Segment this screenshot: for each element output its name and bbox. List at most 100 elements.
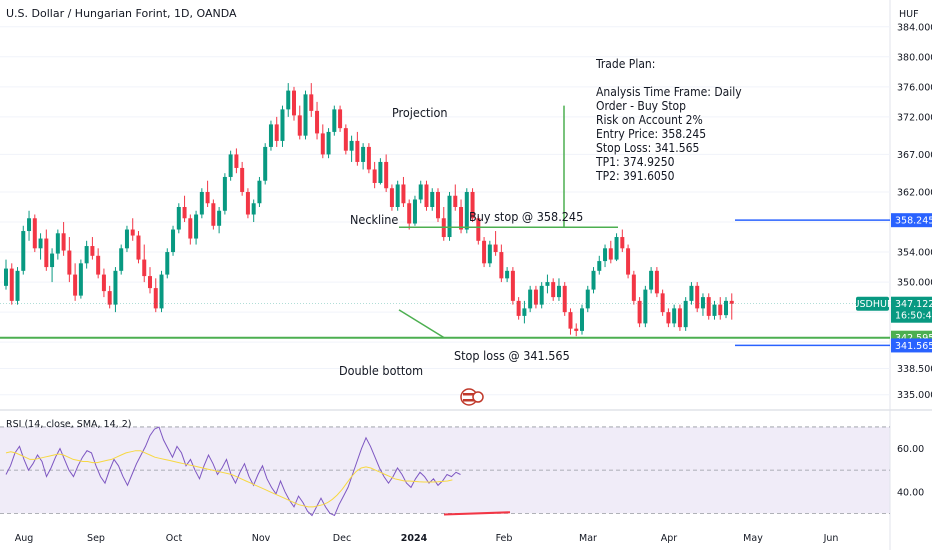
candle-body bbox=[15, 270, 20, 301]
candle-body bbox=[562, 285, 567, 313]
candle-body bbox=[620, 237, 625, 249]
candle-body bbox=[689, 285, 694, 301]
rsi-tick-label: 40.00 bbox=[897, 487, 924, 498]
price-tick-label: 384.000 bbox=[897, 22, 932, 33]
candle-body bbox=[522, 308, 527, 316]
candle-body bbox=[355, 140, 360, 162]
candle-body bbox=[643, 289, 648, 324]
currency-label: HUF bbox=[899, 9, 919, 20]
rsi-bands bbox=[0, 426, 890, 514]
candle-body bbox=[199, 191, 204, 215]
candle-body bbox=[568, 312, 573, 329]
candle-body bbox=[649, 270, 654, 290]
candle-body bbox=[436, 191, 440, 219]
candle-body bbox=[315, 110, 320, 134]
candle-body bbox=[280, 109, 285, 141]
candle-body bbox=[96, 255, 101, 275]
time-tick-label: Dec bbox=[333, 533, 351, 544]
candle-body bbox=[718, 304, 723, 316]
candle-body bbox=[217, 210, 222, 226]
candle-body bbox=[297, 115, 302, 136]
candle-body bbox=[724, 300, 728, 316]
trade-plan-line: TP2: 391.6050 bbox=[595, 169, 675, 183]
candle-body bbox=[389, 188, 394, 207]
candle-body bbox=[654, 270, 659, 294]
candle-body bbox=[729, 300, 734, 304]
candle-body bbox=[90, 246, 95, 256]
candle-body bbox=[4, 268, 8, 286]
symbol-tag bbox=[856, 296, 889, 311]
candle-body bbox=[27, 218, 32, 232]
price-tick-label: 354.000 bbox=[897, 248, 932, 259]
candle-body bbox=[274, 124, 279, 141]
candle-body bbox=[343, 128, 348, 151]
price-tags: USDHUF358.245347.12216:50:40342.595341.5… bbox=[853, 213, 932, 353]
candle-body bbox=[67, 250, 72, 275]
rsi-axis[interactable]: 40.00 60.00 bbox=[897, 444, 924, 498]
candle-body bbox=[378, 161, 383, 183]
candle-body bbox=[482, 240, 487, 264]
candle-body bbox=[574, 328, 579, 331]
projection-label: Projection bbox=[392, 105, 448, 120]
price-tick-label: 362.000 bbox=[897, 187, 932, 198]
neckline-label: Neckline bbox=[350, 212, 398, 227]
candle-body bbox=[493, 244, 498, 253]
candle-body bbox=[476, 218, 481, 241]
candle-body bbox=[113, 270, 118, 305]
candle-body bbox=[55, 233, 60, 254]
candle-body bbox=[614, 237, 619, 260]
candle-body bbox=[510, 270, 515, 301]
candle-body bbox=[470, 191, 475, 219]
trade-plan-line: Order - Buy Stop bbox=[596, 99, 686, 113]
time-tick-label: Jun bbox=[823, 533, 839, 544]
candle-body bbox=[672, 308, 677, 324]
candle-body bbox=[453, 195, 458, 207]
time-axis[interactable]: Aug Sep Oct Nov Dec 2024 Feb Mar Apr May Jun bbox=[15, 533, 839, 544]
price-tick-label: 372.000 bbox=[897, 112, 932, 123]
trade-plan-line: TP1: 374.9250 bbox=[595, 155, 675, 169]
candle-body bbox=[153, 288, 158, 309]
trade-plan-line: Entry Price: 358.245 bbox=[596, 127, 706, 141]
candle-body bbox=[245, 191, 250, 215]
rsi-ma-line bbox=[5, 450, 453, 508]
candle-body bbox=[401, 184, 406, 204]
candle-body bbox=[580, 308, 584, 331]
candle-body bbox=[603, 248, 608, 262]
candle-body bbox=[332, 109, 337, 132]
time-tick-label: Aug bbox=[15, 533, 34, 544]
candle-body bbox=[326, 131, 331, 155]
trade-plan-line: Stop Loss: 341.565 bbox=[596, 141, 699, 155]
candle-body bbox=[50, 253, 55, 268]
price-gridlines bbox=[0, 26, 890, 396]
candle-body bbox=[447, 195, 452, 238]
price-tick-label: 380.000 bbox=[897, 52, 932, 63]
price-tag bbox=[891, 213, 932, 228]
candle-body bbox=[234, 154, 239, 168]
candle-body bbox=[165, 252, 170, 275]
candle-body bbox=[384, 161, 389, 189]
candle-body bbox=[591, 270, 596, 290]
price-tick-label: 350.000 bbox=[897, 278, 932, 289]
rsi-line bbox=[5, 426, 461, 517]
price-tag-countdown: 16:50:40 bbox=[895, 311, 932, 322]
trade-plan: Trade Plan: Analysis Time Frame: Daily O… bbox=[595, 57, 742, 183]
rsi-label: RSI (14, close, SMA, 14, 2) bbox=[6, 419, 131, 430]
candle-body bbox=[228, 154, 233, 177]
candle-body bbox=[251, 203, 256, 215]
candle-body bbox=[626, 248, 631, 275]
candle-body bbox=[176, 207, 181, 230]
candle-body bbox=[545, 282, 550, 286]
candle-body bbox=[533, 289, 538, 305]
time-tick-label: Oct bbox=[166, 533, 183, 544]
candle-body bbox=[268, 124, 273, 147]
candle-body bbox=[263, 146, 268, 181]
candle-body bbox=[395, 184, 400, 207]
candle-body bbox=[171, 229, 176, 253]
candle-body bbox=[487, 244, 492, 264]
candle-body bbox=[21, 231, 26, 271]
candle-body bbox=[459, 207, 464, 230]
candle-body bbox=[303, 94, 308, 136]
price-axis[interactable]: 335.000338.500342.000346.000350.000354.0… bbox=[897, 22, 932, 401]
candle-body bbox=[407, 203, 412, 224]
